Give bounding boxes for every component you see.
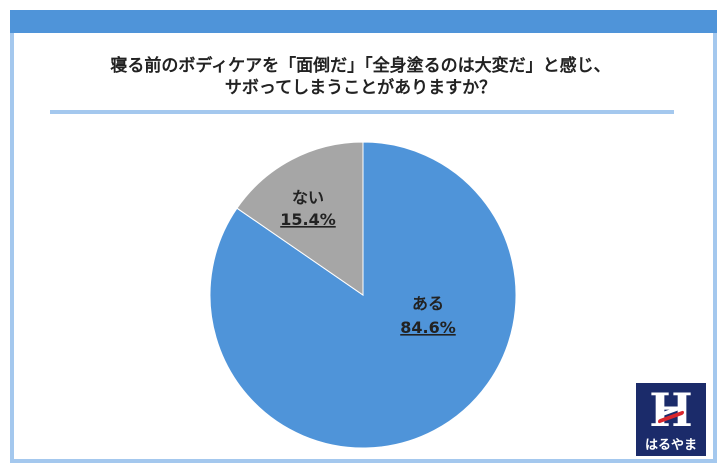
chart-title: 寝る前のボディケアを「面倒だ」「全身塗るのは大変だ」と感じ、 サボってしまうこと…	[0, 55, 721, 99]
slice-value-aru: 84.6%	[400, 318, 456, 337]
title-underline	[50, 110, 674, 114]
slice-value-nai: 15.4%	[280, 210, 336, 229]
haruyama-logo: H はるやま	[636, 383, 706, 456]
pie-slice-aru	[209, 141, 517, 449]
title-line-2: サボってしまうことがありますか？	[224, 78, 497, 98]
logo-text: はるやま	[644, 438, 697, 453]
pie-slice-nai	[236, 141, 364, 296]
slice-label-aru: ある	[412, 294, 444, 313]
header-bar	[10, 10, 717, 33]
title-line-1: 寝る前のボディケアを「面倒だ」「全身塗るのは大変だ」と感じ、	[110, 56, 611, 76]
slice-label-nai: ない	[292, 188, 324, 207]
